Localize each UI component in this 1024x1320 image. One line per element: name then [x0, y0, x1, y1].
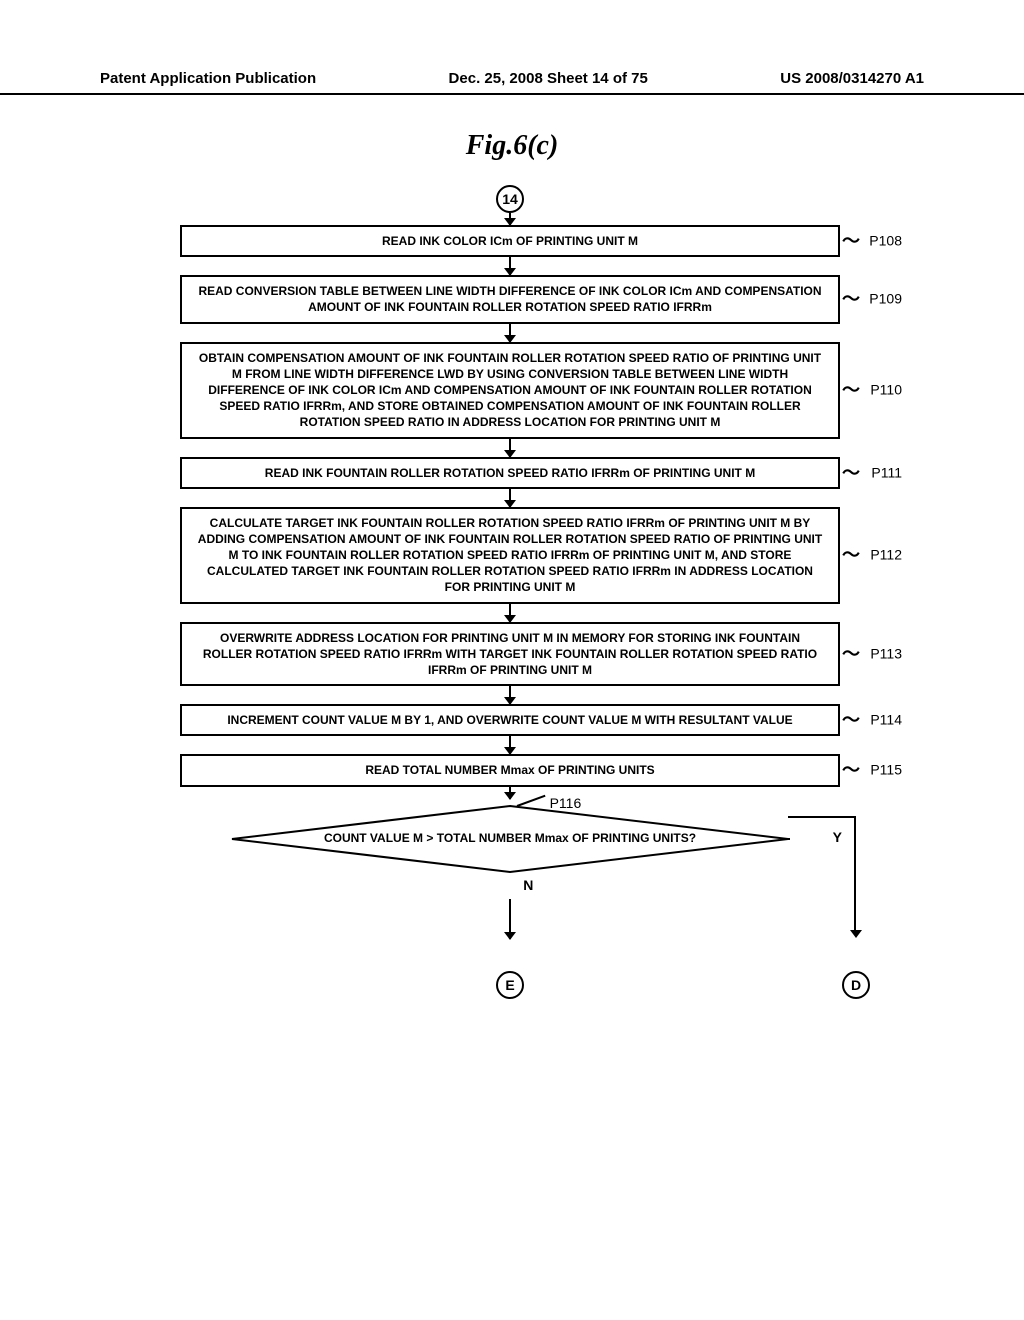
step-text: READ TOTAL NUMBER Mmax OF PRINTING UNITS — [365, 763, 654, 777]
arrow-icon — [509, 489, 511, 507]
step-text: OBTAIN COMPENSATION AMOUNT OF INK FOUNTA… — [199, 351, 821, 430]
step-id: P108 — [869, 232, 902, 251]
step-id: P112 — [870, 546, 902, 565]
arrowhead-icon — [850, 930, 862, 938]
branch-line — [788, 816, 856, 818]
branch-line — [854, 816, 856, 931]
process-step: INCREMENT COUNT VALUE M BY 1, AND OVERWR… — [180, 704, 840, 736]
arrow-icon — [509, 736, 511, 754]
leader-icon: 〜 — [842, 708, 860, 732]
flowchart: 14 READ INK COLOR ICm OF PRINTING UNIT M… — [180, 185, 840, 999]
header-left: Patent Application Publication — [100, 70, 316, 87]
process-step: READ CONVERSION TABLE BETWEEN LINE WIDTH… — [180, 275, 840, 323]
leader-icon: 〜 — [842, 642, 860, 666]
process-step: READ TOTAL NUMBER Mmax OF PRINTING UNITS… — [180, 754, 840, 786]
connector-yes-exit: D — [842, 971, 870, 999]
leader-icon: 〜 — [842, 229, 860, 253]
step-text: READ CONVERSION TABLE BETWEEN LINE WIDTH… — [198, 284, 821, 314]
header-center: Dec. 25, 2008 Sheet 14 of 75 — [449, 70, 648, 87]
leader-icon: 〜 — [842, 758, 860, 782]
header-right: US 2008/0314270 A1 — [780, 70, 924, 87]
arrow-icon — [509, 257, 511, 275]
arrow-icon — [509, 324, 511, 342]
step-text: READ INK COLOR ICm OF PRINTING UNIT M — [382, 234, 638, 248]
figure-title: Fig.6(c) — [0, 130, 1024, 162]
arrow-icon — [509, 787, 511, 799]
arrow-icon — [509, 604, 511, 622]
decision-step: P116 COUNT VALUE M > TOTAL NUMBER Mmax O… — [180, 799, 840, 879]
arrow-icon — [509, 686, 511, 704]
process-step: CALCULATE TARGET INK FOUNTAIN ROLLER ROT… — [180, 507, 840, 604]
step-text: CALCULATE TARGET INK FOUNTAIN ROLLER ROT… — [198, 516, 822, 595]
branch-labels: N Y — [180, 879, 840, 899]
step-id: P109 — [869, 290, 902, 309]
step-id: P110 — [870, 381, 902, 400]
connector-entry: 14 — [496, 185, 524, 213]
step-text: OVERWRITE ADDRESS LOCATION FOR PRINTING … — [203, 631, 817, 677]
process-step: READ INK COLOR ICm OF PRINTING UNIT M 〜 … — [180, 225, 840, 257]
process-step: READ INK FOUNTAIN ROLLER ROTATION SPEED … — [180, 457, 840, 489]
step-id: P115 — [870, 761, 902, 780]
connector-no-exit: E — [496, 971, 524, 999]
step-text: INCREMENT COUNT VALUE M BY 1, AND OVERWR… — [227, 713, 792, 727]
arrow-icon — [509, 213, 511, 225]
process-step: OVERWRITE ADDRESS LOCATION FOR PRINTING … — [180, 622, 840, 687]
branch-no-label: N — [523, 877, 533, 893]
arrow-icon — [509, 439, 511, 457]
step-text: READ INK FOUNTAIN ROLLER ROTATION SPEED … — [265, 466, 755, 480]
process-step: OBTAIN COMPENSATION AMOUNT OF INK FOUNTA… — [180, 342, 840, 439]
leader-icon: 〜 — [842, 378, 860, 402]
leader-icon: 〜 — [842, 543, 860, 567]
step-id: P113 — [870, 644, 902, 663]
step-id: P111 — [871, 463, 902, 482]
decision-text: COUNT VALUE M > TOTAL NUMBER Mmax OF PRI… — [310, 831, 710, 847]
arrow-icon — [509, 899, 511, 939]
step-id: P114 — [870, 711, 902, 730]
leader-icon: 〜 — [842, 460, 860, 484]
branch-yes-label: Y — [833, 829, 842, 845]
page-header: Patent Application Publication Dec. 25, … — [0, 70, 1024, 95]
leader-icon: 〜 — [842, 287, 860, 311]
exit-connectors: E D — [180, 939, 840, 999]
